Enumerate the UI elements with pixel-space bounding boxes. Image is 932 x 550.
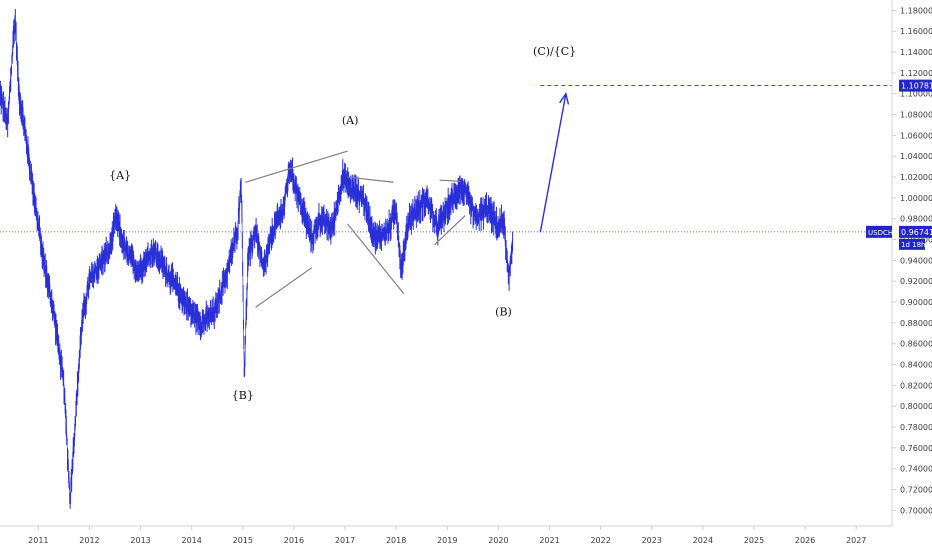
x-tick-label: 2011 <box>28 536 48 545</box>
wave-label[interactable]: {A} <box>109 169 131 182</box>
y-tick-label: 0.82000 <box>900 381 932 390</box>
y-tick-label: 0.86000 <box>900 340 932 349</box>
price-line <box>0 20 513 505</box>
trend-line[interactable] <box>347 176 394 183</box>
x-tick-label: 2017 <box>335 536 355 545</box>
price-series <box>0 8 514 509</box>
y-tick-label: 0.98000 <box>900 215 932 224</box>
last-price-badge-label: 0.96741 <box>901 228 932 237</box>
wave-label[interactable]: (B) <box>495 306 512 319</box>
wave-label[interactable]: {B} <box>232 389 254 402</box>
x-tick-label: 2026 <box>795 536 815 545</box>
y-tick-label: 0.90000 <box>900 298 932 307</box>
symbol-tag <box>866 225 892 238</box>
x-tick-label: 2022 <box>590 536 610 545</box>
price-badges: 1.10781 USDCHF 0.96741 1d 18h <box>866 79 932 250</box>
x-tick-label: 2012 <box>79 536 99 545</box>
y-tick-label: 0.88000 <box>900 319 932 328</box>
trend-lines <box>245 150 466 308</box>
x-tick-label: 2013 <box>130 536 150 545</box>
y-tick-label: 0.94000 <box>900 256 932 265</box>
y-tick-label: 0.72000 <box>900 486 932 495</box>
y-tick-label: 1.04000 <box>900 152 932 161</box>
x-tick-label: 2023 <box>642 536 662 545</box>
projection-arrow[interactable] <box>539 93 567 233</box>
time-axis[interactable]: 2011 2012 2013 2014 2015 2016 2017 2018 2019 2020… <box>28 526 866 545</box>
countdown-badge <box>899 238 925 250</box>
target-price-badge-label: 1.10781 <box>901 82 932 91</box>
x-tick-label: 2019 <box>437 536 457 545</box>
overlay <box>0 85 892 233</box>
y-tick-label: 1.02000 <box>900 173 932 182</box>
trend-line[interactable] <box>434 215 466 246</box>
symbol-tag-label: USDCHF <box>868 229 897 237</box>
last-price-badge <box>899 225 932 238</box>
x-tick-label: 2016 <box>284 536 304 545</box>
y-tick-label: 0.76000 <box>900 444 932 453</box>
y-tick-label: 0.80000 <box>900 402 932 411</box>
x-tick-label: 2015 <box>233 536 253 545</box>
wave-labels: {A} {B} (A) (B) (C)/{C} <box>109 45 576 402</box>
wave-label[interactable]: (C)/{C} <box>533 45 576 58</box>
y-tick-label: 1.12000 <box>900 69 932 78</box>
y-tick-label: 1.08000 <box>900 111 932 120</box>
trend-line[interactable] <box>439 179 461 182</box>
x-tick-label: 2018 <box>386 536 406 545</box>
y-tick-label: 1.16000 <box>900 27 932 36</box>
x-tick-label: 2024 <box>693 536 713 545</box>
x-tick-label: 2014 <box>182 536 202 545</box>
projection-arrowhead <box>559 92 570 105</box>
x-tick-label: 2025 <box>744 536 764 545</box>
y-tick-label: 1.14000 <box>900 48 932 57</box>
y-tick-label: 0.92000 <box>900 277 932 286</box>
countdown-badge-label: 1d 18h <box>901 241 925 249</box>
wave-label[interactable]: (A) <box>342 114 359 127</box>
y-tick-label: 0.78000 <box>900 423 932 432</box>
x-tick-label: 2020 <box>488 536 508 545</box>
y-tick-label: 0.74000 <box>900 465 932 474</box>
y-tick-label: 0.84000 <box>900 361 932 370</box>
y-tick-label: 0.70000 <box>900 506 932 515</box>
y-tick-label: 1.18000 <box>900 6 932 15</box>
trend-line[interactable] <box>245 150 348 183</box>
y-tick-label: 1.06000 <box>900 131 932 140</box>
y-tick-label: 1.10000 <box>900 90 932 99</box>
x-tick-label: 2021 <box>539 536 559 545</box>
trend-line[interactable] <box>347 223 405 295</box>
x-tick-label: 2027 <box>846 536 866 545</box>
trend-line[interactable] <box>255 267 313 308</box>
target-price-badge <box>899 79 932 92</box>
y-tick-label: 1.00000 <box>900 194 932 203</box>
